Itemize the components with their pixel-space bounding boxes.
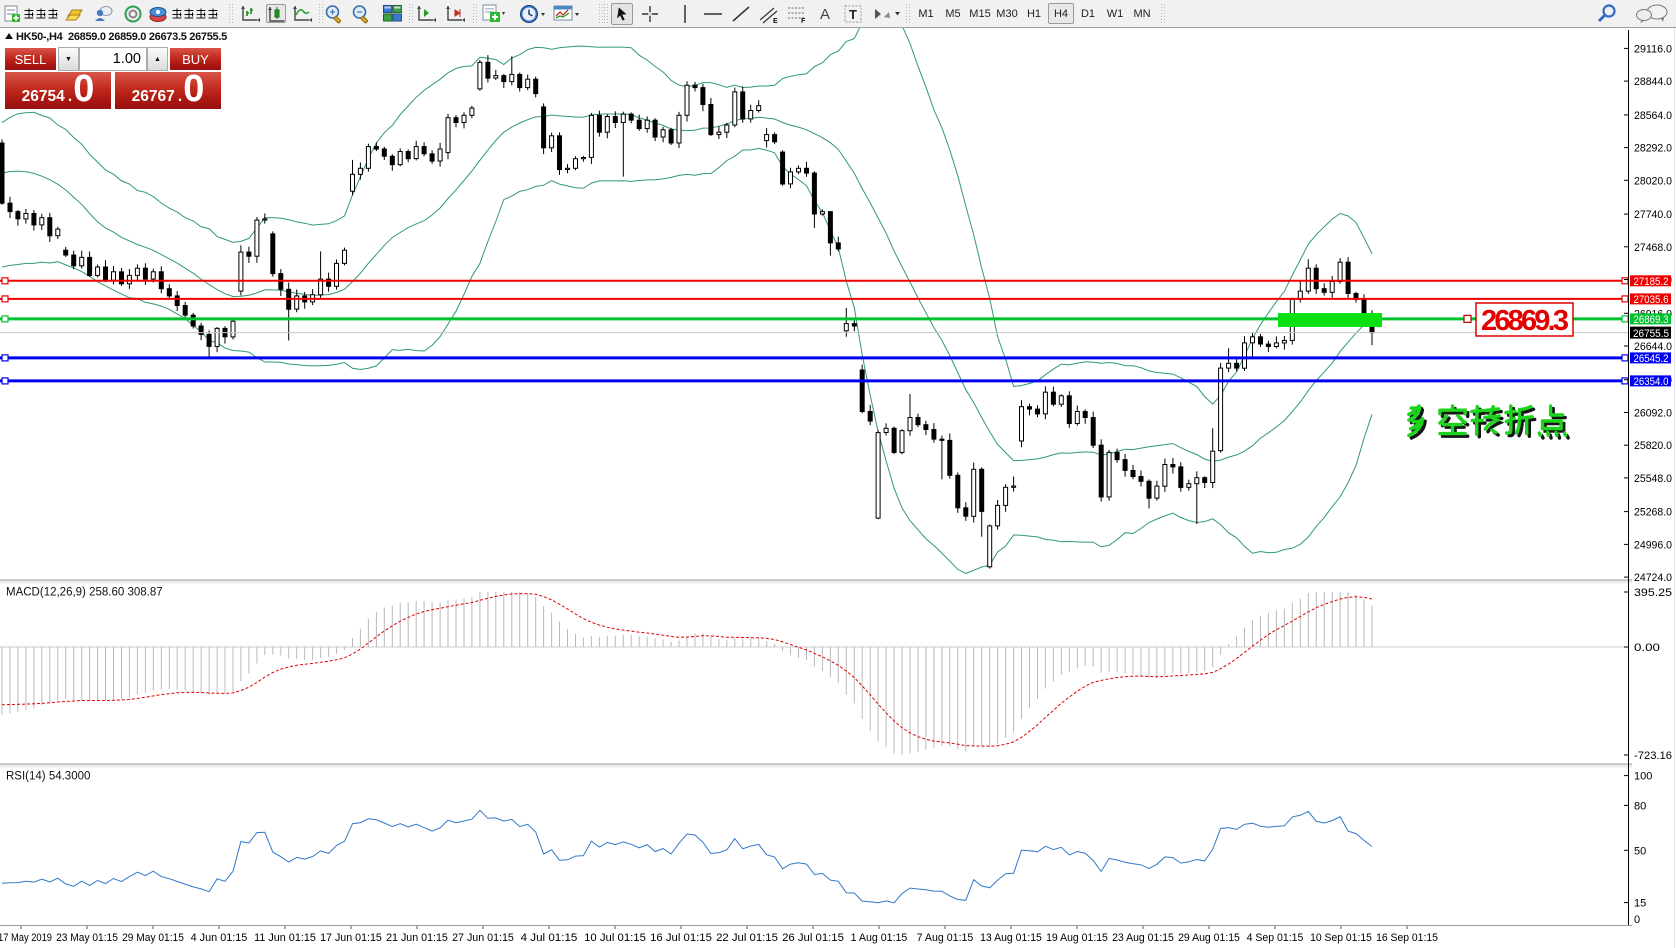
svg-text:27468.0: 27468.0 bbox=[1634, 242, 1672, 254]
svg-text:25268.0: 25268.0 bbox=[1634, 507, 1672, 519]
svg-text:17 May 2019: 17 May 2019 bbox=[0, 932, 52, 944]
svg-text:25820.0: 25820.0 bbox=[1634, 440, 1672, 452]
svg-text:E: E bbox=[773, 18, 778, 24]
svg-text:29 May 01:15: 29 May 01:15 bbox=[122, 932, 184, 944]
svg-text:1 Aug 01:15: 1 Aug 01:15 bbox=[851, 932, 908, 944]
svg-text:7 Aug 01:15: 7 Aug 01:15 bbox=[917, 932, 974, 944]
svg-text:26869.3: 26869.3 bbox=[1481, 305, 1569, 337]
svg-text:27740.0: 27740.0 bbox=[1634, 209, 1672, 221]
svg-text:23 Aug 01:15: 23 Aug 01:15 bbox=[1112, 932, 1174, 944]
svg-text:29116.0: 29116.0 bbox=[1634, 43, 1672, 55]
svg-text:29 Aug 01:15: 29 Aug 01:15 bbox=[1178, 932, 1240, 944]
svg-text:16 Jul 01:15: 16 Jul 01:15 bbox=[650, 932, 712, 944]
svg-text:−: − bbox=[357, 7, 363, 18]
svg-text:28844.0: 28844.0 bbox=[1634, 76, 1672, 88]
svg-text:MACD(12,26,9) 258.60 308.87: MACD(12,26,9) 258.60 308.87 bbox=[6, 587, 163, 599]
svg-text:80: 80 bbox=[1634, 800, 1646, 812]
svg-text:26092.0: 26092.0 bbox=[1634, 408, 1672, 420]
svg-text:RSI(14) 54.3000: RSI(14) 54.3000 bbox=[6, 771, 90, 783]
svg-text:26545.2: 26545.2 bbox=[1634, 353, 1669, 365]
svg-text:27185.2: 27185.2 bbox=[1634, 276, 1669, 288]
svg-text:13 Aug 01:15: 13 Aug 01:15 bbox=[980, 932, 1042, 944]
svg-text:15: 15 bbox=[1634, 898, 1646, 910]
svg-text:28292.0: 28292.0 bbox=[1634, 143, 1672, 155]
svg-text:0: 0 bbox=[1634, 914, 1640, 926]
svg-text:26644.0: 26644.0 bbox=[1634, 341, 1672, 353]
svg-text:50: 50 bbox=[1634, 845, 1646, 857]
svg-text:27 Jun 01:15: 27 Jun 01:15 bbox=[452, 932, 514, 944]
svg-text:16 Sep 01:15: 16 Sep 01:15 bbox=[1376, 932, 1438, 944]
svg-text:395.25: 395.25 bbox=[1634, 587, 1672, 599]
svg-text:+: + bbox=[330, 7, 336, 18]
svg-text:26354.0: 26354.0 bbox=[1634, 376, 1669, 388]
svg-text:28564.0: 28564.0 bbox=[1634, 110, 1672, 122]
svg-text:0.00: 0.00 bbox=[1634, 642, 1660, 654]
svg-text:25548.0: 25548.0 bbox=[1634, 473, 1672, 485]
svg-text:T: T bbox=[849, 7, 857, 22]
svg-text:27035.6: 27035.6 bbox=[1634, 294, 1669, 306]
svg-text:24724.0: 24724.0 bbox=[1634, 572, 1672, 584]
svg-text:19 Aug 01:15: 19 Aug 01:15 bbox=[1046, 932, 1108, 944]
svg-text:100: 100 bbox=[1634, 771, 1652, 783]
svg-text:23 May 01:15: 23 May 01:15 bbox=[56, 932, 118, 944]
svg-text:A: A bbox=[820, 6, 830, 23]
svg-text:4 Jun 01:15: 4 Jun 01:15 bbox=[191, 932, 248, 944]
svg-text:28020.0: 28020.0 bbox=[1634, 175, 1672, 187]
svg-text:26 Jul 01:15: 26 Jul 01:15 bbox=[782, 932, 844, 944]
svg-text:21 Jun 01:15: 21 Jun 01:15 bbox=[386, 932, 448, 944]
svg-text:10 Sep 01:15: 10 Sep 01:15 bbox=[1310, 932, 1372, 944]
svg-text:4 Jul 01:15: 4 Jul 01:15 bbox=[521, 932, 578, 944]
svg-text:26755.5: 26755.5 bbox=[1633, 328, 1669, 340]
svg-text:F: F bbox=[801, 18, 806, 24]
svg-text:24996.0: 24996.0 bbox=[1634, 539, 1672, 551]
svg-text:22 Jul 01:15: 22 Jul 01:15 bbox=[716, 932, 778, 944]
svg-text:26869.3: 26869.3 bbox=[1634, 314, 1669, 326]
svg-text:17 Jun 01:15: 17 Jun 01:15 bbox=[320, 932, 382, 944]
svg-text:10 Jul 01:15: 10 Jul 01:15 bbox=[584, 932, 646, 944]
svg-text:-723.16: -723.16 bbox=[1634, 750, 1672, 762]
svg-text:11 Jun 01:15: 11 Jun 01:15 bbox=[254, 932, 316, 944]
svg-text:4 Sep 01:15: 4 Sep 01:15 bbox=[1247, 932, 1304, 944]
